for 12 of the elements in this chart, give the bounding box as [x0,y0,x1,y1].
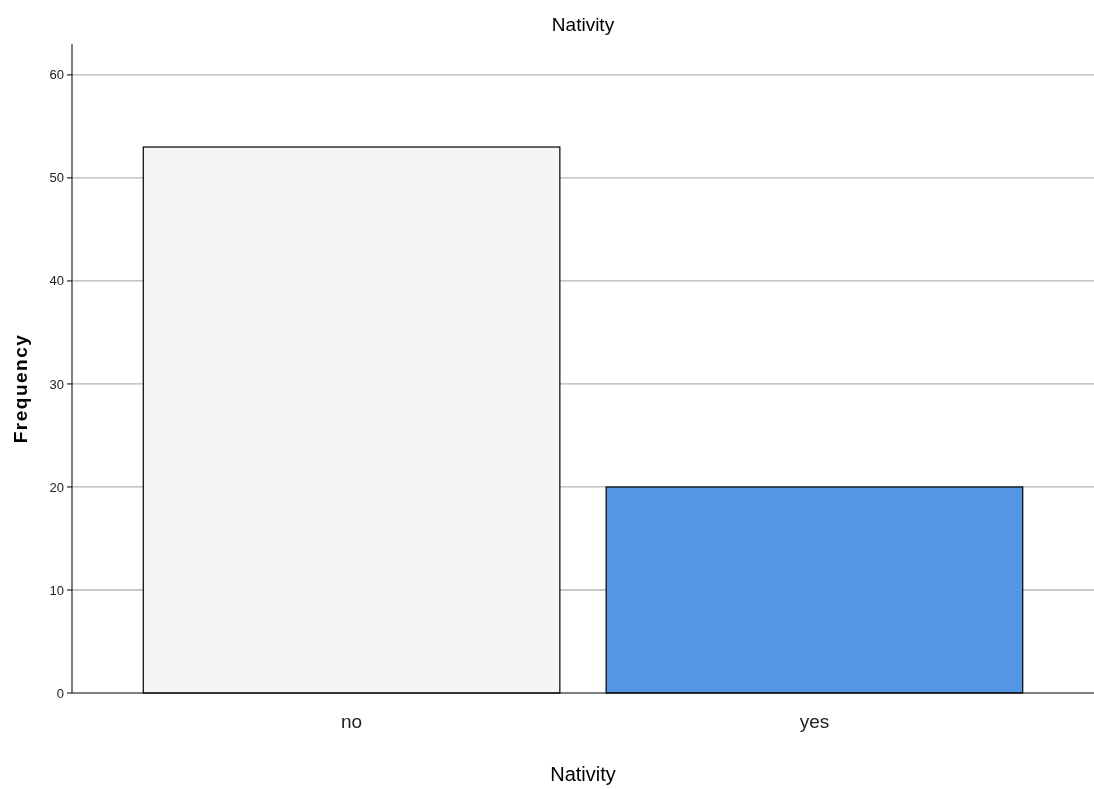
x-axis-title: Nativity [550,763,616,785]
y-tick-label: 40 [49,273,64,289]
x-tick-label: no [341,711,363,732]
chart-title: Nativity [551,14,615,35]
y-tick-label: 50 [49,170,64,186]
y-tick-label: 30 [49,376,64,392]
y-axis-title: Frequency [10,333,31,444]
x-tick-label: yes [799,711,830,732]
y-tick-label: 10 [49,582,64,598]
y-tick-label: 0 [56,685,64,701]
y-tick-label: 60 [49,67,64,83]
y-tick-label: 20 [49,479,64,495]
